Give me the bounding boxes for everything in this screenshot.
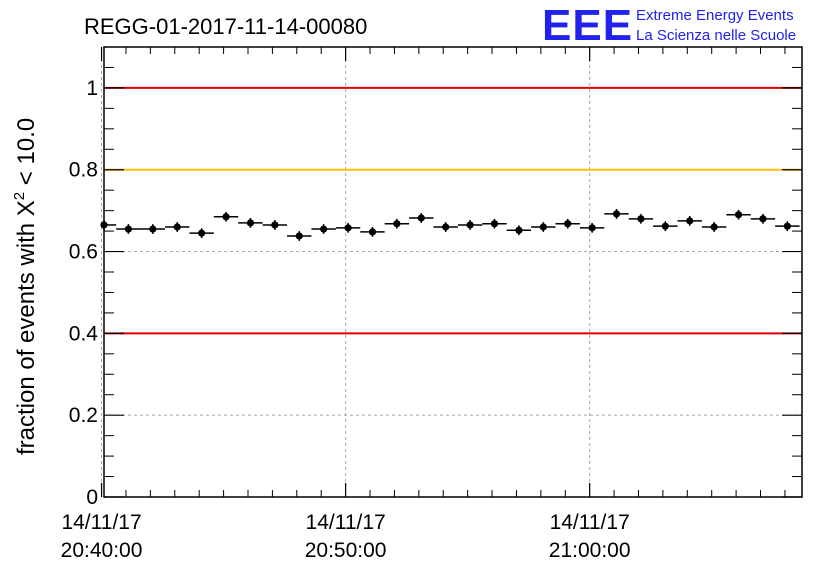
- data-point-marker-9: [320, 225, 328, 233]
- y-axis-label: fraction of events with X2 < 10.0: [11, 118, 40, 455]
- data-point-26: [726, 209, 751, 220]
- data-point-marker-7: [271, 221, 279, 229]
- data-point-marker-17: [515, 226, 523, 234]
- data-point-marker-13: [417, 214, 425, 222]
- y-tick-label-3: 0.6: [69, 241, 98, 264]
- data-point-21: [604, 209, 629, 219]
- data-point-20: [579, 222, 605, 233]
- chart-title: REGG-01-2017-11-14-00080: [84, 14, 367, 39]
- data-point-marker-28: [783, 222, 791, 230]
- data-point-marker-4: [198, 229, 206, 237]
- data-point-4: [189, 228, 214, 239]
- data-point-19: [555, 218, 580, 229]
- data-point-marker-21: [612, 210, 621, 218]
- data-point-24: [677, 215, 702, 226]
- data-point-marker-12: [393, 220, 401, 228]
- data-point-8: [287, 231, 312, 241]
- y-axis-label-suffix: < 10.0: [13, 118, 40, 192]
- data-point-5: [213, 211, 239, 222]
- data-point-marker-25: [710, 223, 718, 231]
- y-tick-label-0: 0: [86, 486, 98, 509]
- data-point-marker-15: [466, 221, 474, 229]
- data-point-marker-22: [637, 215, 645, 223]
- data-point-14: [433, 222, 458, 232]
- data-point-marker-20: [588, 224, 596, 232]
- data-point-23: [653, 221, 678, 232]
- logo-line-1: Extreme Energy Events: [636, 7, 794, 24]
- data-point-marker-18: [539, 223, 547, 231]
- data-point-marker-16: [490, 220, 499, 228]
- y-tick-label-1: 0.2: [69, 404, 98, 427]
- data-point-28: [775, 221, 800, 232]
- logo-mark: EEE: [542, 1, 633, 50]
- data-point-marker-11: [368, 228, 377, 236]
- data-point-marker-23: [661, 222, 669, 230]
- y-axis-label-superscript: 2: [11, 192, 28, 200]
- data-point-11: [360, 227, 385, 237]
- x-tick-label-date-1: 14/11/17: [306, 511, 386, 534]
- x-tick-label-date-2: 14/11/17: [550, 511, 630, 534]
- y-axis-label-prefix: fraction of events with: [13, 216, 40, 455]
- axes: 0 0.2 0.4 0.6 0.8 1 14/11/17 20:40:00 14/11/17 20…: [61, 46, 803, 562]
- data-point-marker-3: [173, 223, 181, 231]
- data-point-marker-6: [246, 219, 255, 227]
- data-point-17: [506, 225, 532, 236]
- logo-line-2: La Scienza nelle Scuole: [636, 27, 796, 44]
- y-tick-label-5: 1: [86, 77, 98, 100]
- data-point-marker-1: [124, 225, 133, 233]
- data-point-12: [384, 218, 410, 229]
- data-point-marker-8: [295, 232, 303, 240]
- data-series: [100, 209, 800, 241]
- data-point-27: [750, 213, 776, 224]
- data-point-marker-10: [344, 224, 352, 232]
- data-point-2: [140, 224, 166, 234]
- data-point-marker-19: [564, 220, 572, 228]
- data-point-3: [165, 222, 190, 232]
- data-point-marker-5: [222, 213, 230, 221]
- data-point-13: [409, 213, 434, 223]
- x-tick-label-time-0: 20:40:00: [61, 539, 143, 562]
- y-axis-label-symbol: X: [13, 200, 40, 216]
- data-point-6: [238, 218, 263, 228]
- x-tick-label-time-2: 21:00:00: [549, 539, 631, 562]
- data-point-15: [457, 220, 483, 230]
- data-point-marker-2: [149, 225, 157, 233]
- data-point-18: [531, 222, 556, 232]
- data-point-16: [482, 218, 507, 229]
- data-point-10: [335, 222, 361, 233]
- data-point-9: [311, 224, 336, 234]
- x-tick-label-date-0: 14/11/17: [61, 511, 141, 534]
- data-point-25: [701, 222, 727, 232]
- data-point-marker-24: [686, 217, 694, 225]
- data-point-22: [628, 213, 654, 224]
- y-tick-label-2: 0.4: [69, 322, 99, 345]
- reference-lines: [104, 86, 802, 335]
- eee-logo: EEE Extreme Energy Events La Scienza nel…: [542, 1, 796, 50]
- data-point-1: [116, 224, 141, 234]
- data-point-7: [262, 220, 288, 230]
- data-point-marker-27: [759, 215, 767, 223]
- data-point-marker-14: [442, 223, 450, 231]
- y-tick-label-4: 0.8: [69, 159, 98, 182]
- x-tick-label-time-1: 20:50:00: [305, 539, 387, 562]
- data-point-marker-26: [734, 211, 743, 219]
